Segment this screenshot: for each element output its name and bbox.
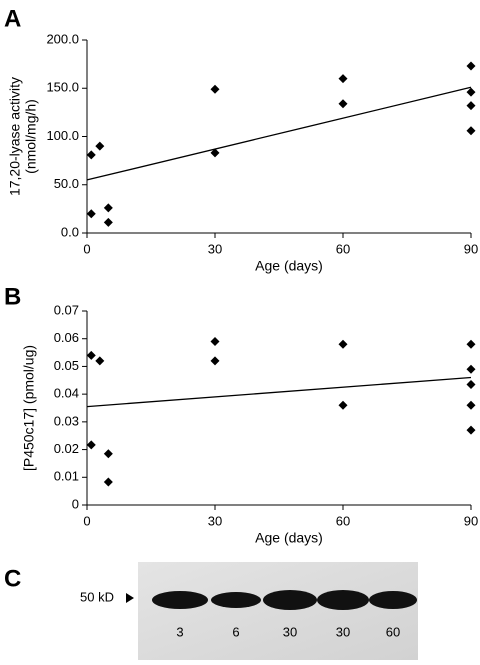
data-point <box>103 203 113 213</box>
data-point <box>466 379 476 389</box>
y-tick-label: 0.06 <box>54 330 79 345</box>
lane-label: 30 <box>336 624 350 639</box>
data-point <box>466 101 476 111</box>
x-axis-label: Age (days) <box>255 530 323 546</box>
y-tick-label: 0.0 <box>61 224 79 239</box>
y-tick-label: 0.05 <box>54 358 79 373</box>
blot-bands <box>152 590 417 610</box>
y-axis-label: (nmol/mg/h) <box>23 99 39 174</box>
trend-line <box>86 376 472 408</box>
data-point <box>338 400 348 410</box>
data-point <box>466 61 476 71</box>
data-point <box>210 84 220 94</box>
y-tick-label: 0 <box>72 496 79 511</box>
lane-label: 30 <box>283 624 297 639</box>
data-point <box>86 440 96 450</box>
panel-letter: A <box>4 5 21 32</box>
x-tick-label: 30 <box>208 513 222 528</box>
x-tick-label: 90 <box>464 241 478 256</box>
y-tick-label: 50.0 <box>54 176 79 191</box>
data-point <box>86 150 96 160</box>
blot-image <box>138 562 418 660</box>
data-point <box>338 74 348 84</box>
y-tick-label: 150.0 <box>46 80 79 95</box>
data-point <box>95 356 105 366</box>
x-tick-label: 30 <box>208 241 222 256</box>
y-tick-label: 0.07 <box>54 302 79 317</box>
lane-label: 3 <box>176 624 183 639</box>
y-axis-label: 17,20-lyase activity <box>7 77 23 196</box>
data-point <box>95 141 105 151</box>
data-point <box>103 449 113 459</box>
data-point <box>466 364 476 374</box>
data-point <box>210 356 220 366</box>
x-tick-label: 90 <box>464 513 478 528</box>
data-point <box>466 425 476 435</box>
y-tick-label: 0.01 <box>54 469 79 484</box>
y-tick-label: 200.0 <box>46 31 79 46</box>
data-point <box>466 400 476 410</box>
lane-label: 60 <box>386 624 400 639</box>
trend-line <box>86 86 472 181</box>
data-point <box>338 99 348 109</box>
data-point <box>103 217 113 227</box>
data-point <box>86 350 96 360</box>
x-tick-label: 0 <box>83 241 90 256</box>
data-point <box>466 126 476 136</box>
data-point <box>466 87 476 97</box>
lane-labels: 3 6 30 30 60 <box>176 624 400 639</box>
y-tick-label: 0.03 <box>54 413 79 428</box>
data-point <box>103 477 113 487</box>
panel-letter: C <box>4 565 21 592</box>
marker-arrow <box>126 593 134 603</box>
y-tick-label: 0.02 <box>54 441 79 456</box>
data-point <box>86 209 96 219</box>
y-tick-label: 0.04 <box>54 386 79 401</box>
x-axis-label: Age (days) <box>255 258 323 274</box>
data-point <box>466 339 476 349</box>
data-point <box>210 336 220 346</box>
y-axis-label: [P450c17] (pmol/ug) <box>21 345 37 471</box>
panel-letter: B <box>4 283 21 310</box>
x-tick-label: 60 <box>336 241 350 256</box>
marker-label: 50 kD <box>80 589 114 604</box>
lane-label: 6 <box>232 624 239 639</box>
x-tick-label: 0 <box>83 513 90 528</box>
data-point <box>210 148 220 158</box>
data-point <box>338 339 348 349</box>
x-tick-label: 60 <box>336 513 350 528</box>
y-tick-label: 100.0 <box>46 128 79 143</box>
